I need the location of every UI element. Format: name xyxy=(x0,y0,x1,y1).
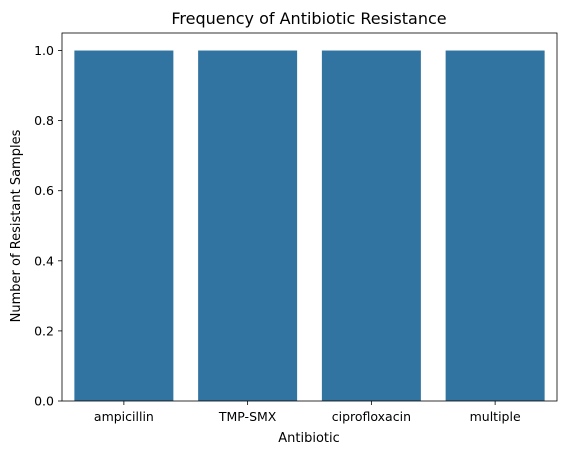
y-tick-label: 0.8 xyxy=(34,113,54,128)
y-axis-label: Number of Resistant Samples xyxy=(9,129,24,322)
y-tick-label: 1.0 xyxy=(34,43,54,58)
y-tick-label: 0.4 xyxy=(34,253,54,268)
x-tick-label: multiple xyxy=(470,409,521,424)
y-tick-label: 0.6 xyxy=(34,183,54,198)
bar-ampicillin xyxy=(74,50,174,402)
bar-tmp-smx xyxy=(198,50,298,402)
x-tick-label: ciprofloxacin xyxy=(332,409,411,424)
y-tick-label: 0.2 xyxy=(34,323,54,338)
bar-ciprofloxacin xyxy=(321,50,421,402)
chart-title: Frequency of Antibiotic Resistance xyxy=(171,9,446,28)
axes-frame xyxy=(61,32,558,402)
x-axis-label: Antibiotic xyxy=(278,431,340,446)
bar-multiple xyxy=(445,50,545,402)
x-tick-label: TMP-SMX xyxy=(218,409,277,424)
y-tick-label: 0.0 xyxy=(34,394,54,409)
x-tick-label: ampicillin xyxy=(94,409,154,424)
plot-area: 0.0 0.2 0.4 0.6 0.8 1.0 ampicillin TMP-SMX cipro… xyxy=(34,32,558,424)
